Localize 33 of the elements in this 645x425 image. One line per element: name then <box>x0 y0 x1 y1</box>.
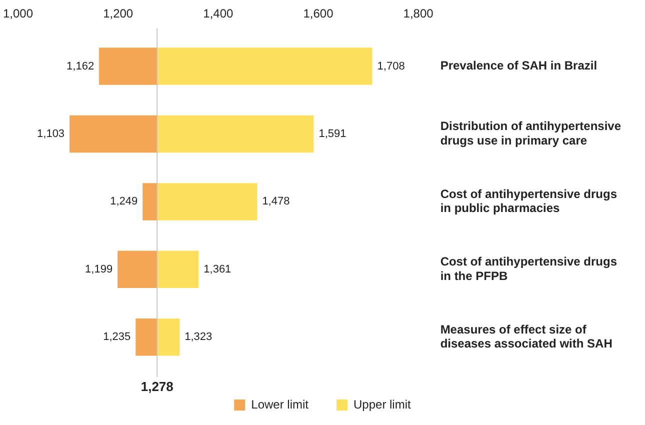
bar <box>99 48 158 85</box>
data-label: 1,708 <box>377 60 405 72</box>
legend-label: Lower limit <box>251 397 310 412</box>
x-tick-label: 1,200 <box>103 6 134 21</box>
y-tick-label: Cost of antihypertensive drugs in the PFPB <box>440 254 618 283</box>
bar <box>70 115 158 153</box>
data-label: 1,103 <box>37 128 65 140</box>
data-label: 1,478 <box>262 196 290 208</box>
x-tick-label: 1,000 <box>3 6 34 21</box>
bar <box>157 48 372 85</box>
bar <box>142 183 158 220</box>
bar <box>157 183 258 220</box>
legend-label: Upper limit <box>354 397 412 412</box>
x-tick-label: 1,600 <box>303 6 334 21</box>
bar <box>136 318 158 356</box>
data-label: 1,235 <box>103 331 131 344</box>
bar <box>157 250 199 288</box>
data-label: 1,249 <box>110 196 138 208</box>
data-label: 1,162 <box>66 60 94 72</box>
x-tick-label: 1,800 <box>403 6 434 21</box>
data-label: 1,199 <box>85 263 113 276</box>
y-tick-label: Prevalence of SAH in Brazil <box>440 58 598 73</box>
y-tick-label: Cost of antihypertensive drugs in public pharmacies <box>440 186 618 216</box>
bar <box>157 115 314 153</box>
data-label: 1,591 <box>318 128 346 140</box>
data-label: 1,361 <box>204 263 232 276</box>
x-tick-label: 1,400 <box>203 6 234 21</box>
y-tick-label: Measures of effect size of diseases associated with SAH <box>440 322 612 351</box>
y-tick-label: Distribution of antihypertensive drugs use in primary care <box>440 119 622 148</box>
ref-line-label: 1,278 <box>140 379 174 394</box>
data-label: 1,323 <box>184 331 212 344</box>
bar <box>118 250 158 288</box>
bar <box>157 318 180 356</box>
